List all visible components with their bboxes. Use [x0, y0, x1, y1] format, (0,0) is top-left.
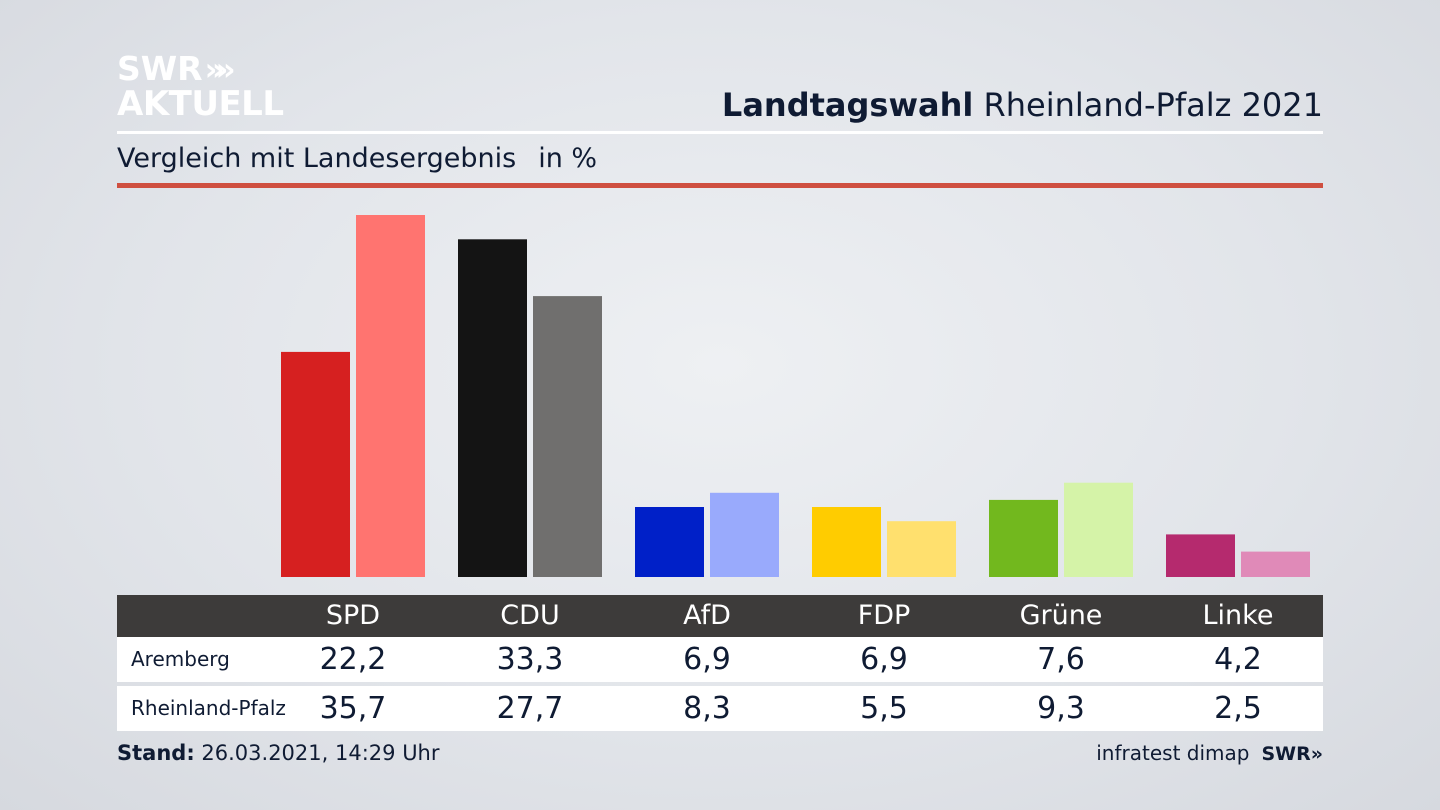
unit-label: in %	[538, 143, 598, 174]
party-label-spd: SPD	[325, 600, 381, 631]
value-aremberg-linke: 4,2	[1214, 642, 1262, 677]
logo-chevron-icon: »»	[204, 52, 236, 88]
value-aremberg-gruene: 7,6	[1037, 642, 1085, 677]
swr-aktuell-logo: SWR»» AKTUELL	[117, 49, 284, 124]
subtitle-divider	[117, 183, 1323, 188]
bar-spd-rheinland-pfalz	[356, 215, 425, 577]
bar-fdp-aremberg	[812, 507, 881, 577]
value-rheinland-pfalz-gruene: 9,3	[1037, 691, 1085, 726]
title-divider	[117, 131, 1323, 134]
party-label-afd: AfD	[683, 600, 731, 631]
timestamp: Stand: 26.03.2021, 14:29 Uhr	[117, 741, 440, 765]
source-text: infratest dimap	[1096, 741, 1250, 765]
bar-fdp-rheinland-pfalz	[887, 521, 956, 577]
row-label-aremberg: Aremberg	[131, 647, 230, 671]
value-rheinland-pfalz-cdu: 27,7	[496, 691, 564, 726]
bar-afd-aremberg	[635, 507, 704, 577]
bar-spd-aremberg	[281, 351, 350, 577]
party-label-gruene: Grüne	[1019, 600, 1103, 631]
stand-label: Stand:	[117, 741, 195, 765]
value-aremberg-afd: 6,9	[683, 642, 731, 677]
value-rheinland-pfalz-linke: 2,5	[1214, 691, 1262, 726]
subtitle-text: Vergleich mit Landesergebnis	[117, 143, 517, 174]
bar-linke-aremberg	[1166, 534, 1235, 577]
value-rheinland-pfalz-fdp: 5,5	[860, 691, 908, 726]
logo-swr-text: SWR	[117, 49, 203, 88]
title-bold: Landtagswahl	[721, 86, 974, 124]
stand-value: 26.03.2021, 14:29 Uhr	[201, 741, 440, 765]
party-header-row: SPD CDU AfD FDP Grüne Linke	[117, 595, 1323, 637]
footer-swr-logo: SWR»	[1261, 743, 1323, 765]
table-row-aremberg: Aremberg 22,2 33,3 6,9 6,9 7,6 4,2	[117, 637, 1323, 682]
value-aremberg-spd: 22,2	[319, 642, 387, 677]
chart-subtitle: Vergleich mit Landesergebnis in %	[117, 143, 597, 174]
party-label-linke: Linke	[1202, 600, 1274, 631]
value-rheinland-pfalz-afd: 8,3	[683, 691, 731, 726]
bar-linke-rheinland-pfalz	[1241, 551, 1310, 577]
bar-cdu-rheinland-pfalz	[533, 296, 602, 577]
row-label-rheinland-pfalz: Rheinland-Pfalz	[131, 696, 286, 720]
value-aremberg-fdp: 6,9	[860, 642, 908, 677]
bar-gruene-rheinland-pfalz	[1064, 482, 1133, 577]
source-credit: infratest dimap SWR»	[1096, 741, 1323, 765]
logo-aktuell-text: AKTUELL	[117, 84, 284, 124]
party-label-fdp: FDP	[857, 600, 911, 631]
table-row-rheinland-pfalz: Rheinland-Pfalz 35,7 27,7 8,3 5,5 9,3 2,5	[117, 686, 1323, 731]
bar-gruene-aremberg	[989, 499, 1058, 577]
bar-afd-rheinland-pfalz	[710, 492, 779, 577]
page-title: Landtagswahl Rheinland-Pfalz 2021	[722, 86, 1323, 124]
value-aremberg-cdu: 33,3	[496, 642, 564, 677]
title-rest: Rheinland-Pfalz 2021	[983, 86, 1323, 124]
bar-cdu-aremberg	[458, 239, 527, 578]
value-rheinland-pfalz-spd: 35,7	[319, 691, 387, 726]
party-label-cdu: CDU	[500, 600, 560, 631]
